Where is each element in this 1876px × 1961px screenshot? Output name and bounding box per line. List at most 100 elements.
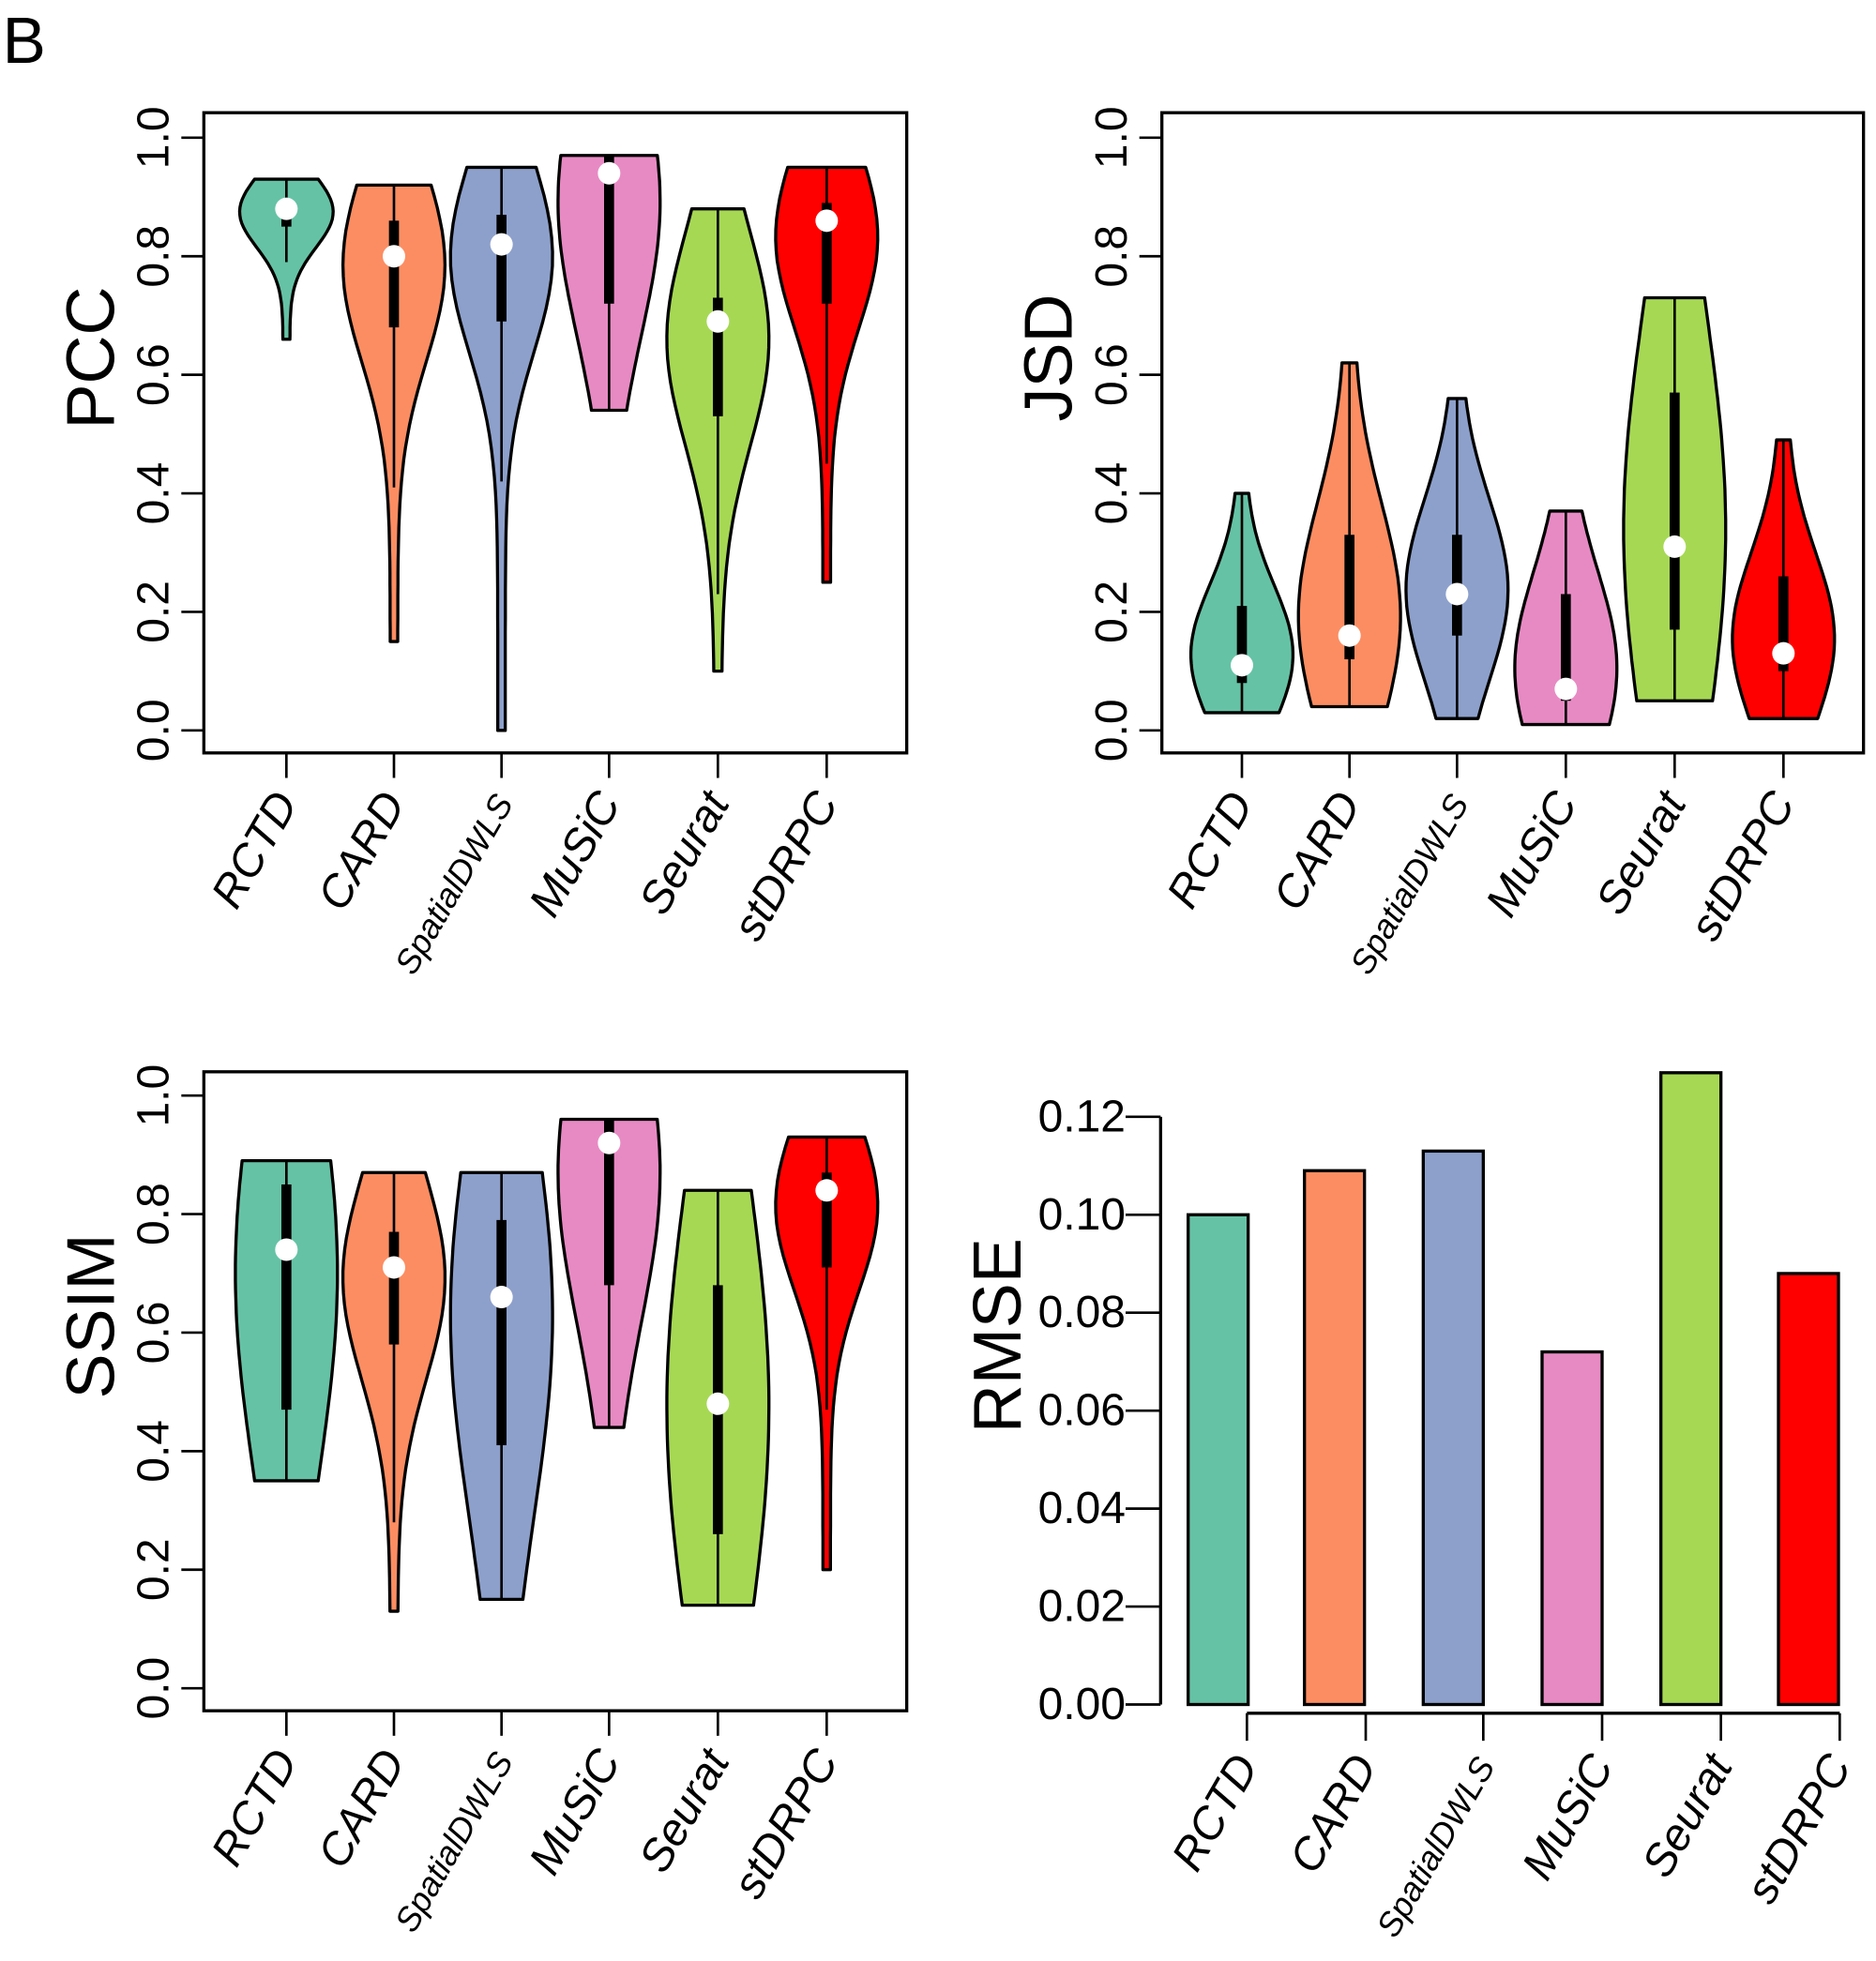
violin-median-point [706, 1392, 730, 1415]
violin-median-point [275, 197, 298, 220]
violin-seurat [665, 1188, 771, 1607]
y-tick-label: 0.2 [129, 1538, 179, 1601]
x-tick-label-music: MuSiC [520, 1741, 630, 1883]
violin-rctd [237, 177, 335, 341]
x-tick-label-stdrpc: stDRPC [724, 1741, 849, 1907]
violin-stdrpc [774, 1135, 880, 1572]
x-tick-label-rctd: RCTD [1157, 783, 1263, 916]
y-tick-label: 0.0 [129, 1657, 179, 1720]
x-tick-label-card: CARD [1264, 783, 1371, 918]
x-tick-label-music: MuSiC [1476, 783, 1587, 926]
y-tick-label: 0.2 [129, 581, 179, 643]
bar-music [1540, 1350, 1604, 1707]
violin-median-point [1445, 582, 1469, 606]
violin-median-point [490, 233, 513, 256]
violin-stdrpc [1731, 438, 1837, 720]
x-tick-label-card: CARD [309, 783, 416, 918]
x-tick-label-stdrpc: stDRPC [724, 783, 849, 949]
x-tick-label-card: CARD [309, 1742, 416, 1877]
violin-spatialdwls [1404, 397, 1510, 720]
x-tick-label-stdrpc: stDRPC [1681, 783, 1806, 949]
violin-card [1296, 361, 1402, 709]
bar-stdrpc [1777, 1272, 1840, 1707]
violin-music [556, 154, 662, 413]
y-axis-title: RMSE [961, 1238, 1036, 1433]
violin-median-point [815, 1179, 839, 1202]
violin-iqr-box [604, 155, 614, 304]
bar-spatialdwls [1421, 1149, 1485, 1707]
violin-card [340, 183, 447, 643]
y-tick-label: 0.4 [129, 1420, 179, 1483]
violin-seurat [665, 207, 771, 673]
violin-music [1513, 509, 1619, 727]
violin-iqr-box [1236, 606, 1248, 684]
x-tick-label-spatialdwls: SpatialDWLS [1369, 1750, 1503, 1943]
violin-median-point [383, 245, 405, 268]
y-tick-label: 0.6 [129, 343, 179, 406]
violin-median-point [815, 209, 839, 233]
plot-frame [202, 111, 909, 755]
y-tick-label: 0.02 [1038, 1582, 1126, 1632]
violin-median-point [1554, 677, 1578, 701]
violin-spatialdwls [448, 1170, 554, 1602]
violin-iqr-box [822, 203, 832, 304]
y-tick-label: 0.12 [1038, 1092, 1126, 1141]
violin-median-point [1663, 535, 1687, 558]
violin-median-point [1338, 624, 1361, 647]
y-tick-label: 0.06 [1038, 1386, 1126, 1436]
violin-iqr-box [1561, 594, 1571, 701]
x-tick-label-card: CARD [1280, 1746, 1387, 1881]
violin-iqr-box [281, 1184, 292, 1410]
violin-card [340, 1170, 447, 1613]
y-tick-label: 0.4 [1087, 462, 1137, 525]
violin-median-point [1772, 641, 1795, 665]
y-tick-label: 0.6 [1087, 343, 1137, 406]
violin-seurat [1622, 295, 1728, 702]
violin-iqr-box [388, 1231, 400, 1345]
violin-iqr-box [496, 214, 507, 322]
y-tick-label: 1.0 [129, 106, 179, 169]
x-tick-label-music: MuSiC [520, 783, 630, 926]
y-tick-label: 0.8 [129, 1183, 179, 1245]
bar-card [1302, 1169, 1367, 1707]
panel-label: B [3, 4, 46, 77]
violin-median-point [598, 1131, 621, 1154]
y-tick-label: 1.0 [1087, 106, 1137, 169]
x-tick-label-seurat: Seurat [1633, 1744, 1743, 1885]
x-tick-label-music: MuSiC [1513, 1746, 1624, 1889]
violin-rctd [234, 1158, 340, 1483]
y-tick-label: 0.8 [1087, 225, 1137, 288]
x-tick-label-seurat: Seurat [630, 1740, 740, 1880]
violin-iqr-box [1778, 576, 1789, 671]
x-tick-label-rctd: RCTD [1163, 1746, 1269, 1879]
y-tick-label: 0.04 [1038, 1484, 1126, 1533]
y-tick-label: 0.10 [1038, 1190, 1126, 1240]
y-axis-title: SSIM [53, 1233, 129, 1398]
violin-median-point [598, 161, 621, 185]
violin-median-point [490, 1286, 513, 1309]
violin-spatialdwls [448, 165, 554, 732]
plot-frame [202, 1070, 909, 1712]
y-axis-title: JSD [1012, 294, 1087, 421]
x-tick-label-stdrpc: stDRPC [1737, 1746, 1862, 1912]
y-tick-label: 0.2 [1087, 581, 1137, 643]
violin-music [556, 1117, 662, 1429]
violin-median-point [1231, 654, 1253, 677]
y-tick-label: 1.0 [129, 1064, 179, 1127]
violin-iqr-box [496, 1219, 507, 1446]
y-tick-label: 0.4 [129, 462, 179, 525]
y-tick-label: 0.00 [1038, 1680, 1126, 1729]
y-tick-label: 0.8 [129, 225, 179, 288]
x-tick-label-rctd: RCTD [203, 1742, 309, 1875]
bar-seurat [1658, 1071, 1723, 1707]
violin-median-point [383, 1256, 405, 1279]
violin-iqr-box [604, 1119, 614, 1286]
violin-rctd [1188, 491, 1295, 715]
violin-stdrpc [774, 165, 880, 584]
x-tick-label-seurat: Seurat [1587, 782, 1697, 923]
y-tick-label: 0.0 [129, 699, 179, 762]
violin-median-point [275, 1238, 298, 1261]
